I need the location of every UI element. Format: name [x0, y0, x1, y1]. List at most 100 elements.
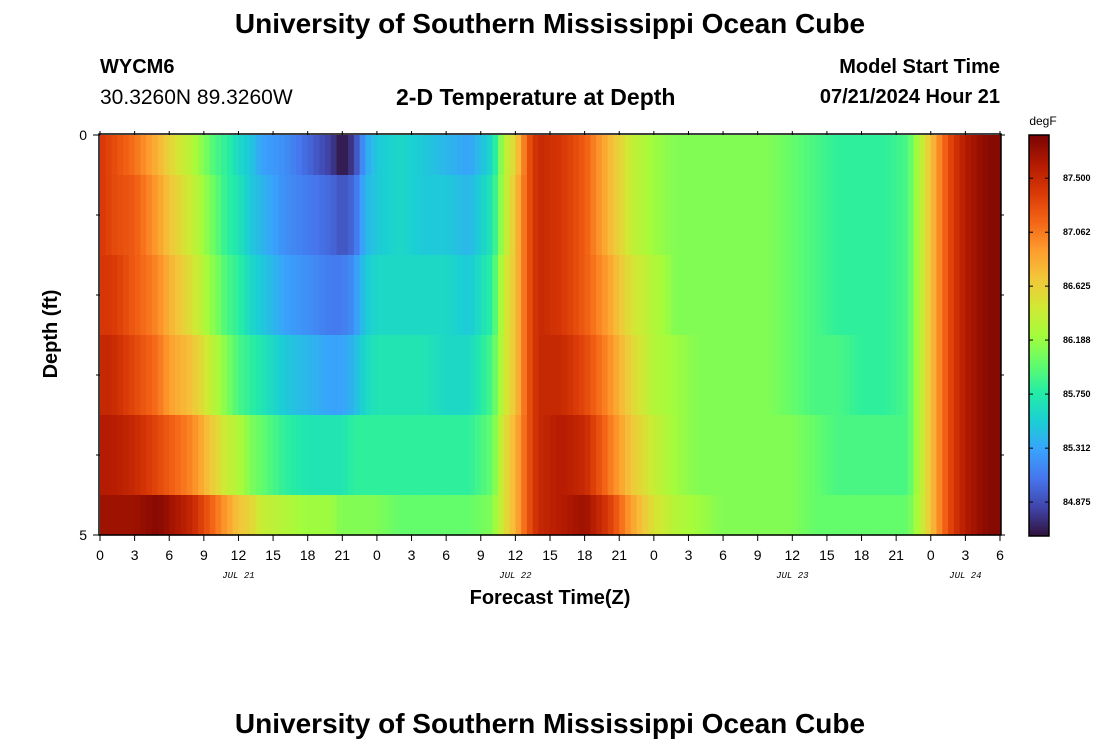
heatmap-cell — [359, 495, 366, 536]
heatmap-cell — [232, 335, 240, 416]
heatmap-cell — [711, 255, 718, 336]
heatmap-cell — [775, 175, 782, 256]
colorbar-tick-label: 87.500 — [1063, 173, 1091, 183]
heatmap-cell — [694, 415, 701, 496]
heatmap-cell — [307, 175, 315, 256]
heatmap-cell — [296, 495, 303, 536]
heatmap-cell — [290, 255, 297, 336]
heatmap-cell — [394, 135, 401, 176]
heatmap-cell — [411, 335, 418, 416]
heatmap-cell — [163, 135, 170, 176]
x-tick-label: 18 — [577, 547, 593, 563]
heatmap-cell — [238, 415, 245, 496]
heatmap-cell — [301, 175, 309, 256]
heatmap-cell — [244, 415, 251, 496]
heatmap-cell — [388, 135, 395, 176]
heatmap-cell — [267, 495, 274, 536]
heatmap-cell — [105, 335, 113, 416]
heatmap-cell — [953, 495, 961, 536]
heatmap-cell — [757, 255, 765, 336]
heatmap-cell — [584, 415, 591, 496]
heatmap-cell — [596, 135, 603, 176]
heatmap-cell — [261, 495, 268, 536]
heatmap-cell — [717, 135, 724, 176]
heatmap-cell — [711, 495, 718, 536]
heatmap-cell — [584, 135, 591, 176]
heatmap-cell — [250, 255, 257, 336]
heatmap-cell — [100, 415, 107, 496]
heatmap-cell — [440, 255, 447, 336]
heatmap-cell — [486, 175, 493, 256]
heatmap-cell — [936, 415, 943, 496]
heatmap-cell — [463, 415, 470, 496]
heatmap-cell — [613, 255, 620, 336]
heatmap-cell — [751, 415, 759, 496]
heatmap-cell — [919, 335, 926, 416]
heatmap-cell — [498, 415, 505, 496]
heatmap-cell — [763, 495, 770, 536]
heatmap-cell — [607, 495, 615, 536]
heatmap-cell — [769, 335, 776, 416]
heatmap-cell — [278, 415, 286, 496]
heatmap-cell — [740, 335, 747, 416]
heatmap-cell — [123, 135, 130, 176]
heatmap-cell — [221, 495, 228, 536]
heatmap-cell — [117, 495, 124, 536]
heatmap-cell — [682, 175, 690, 256]
heatmap-cell — [803, 495, 811, 536]
heatmap-cell — [590, 495, 597, 536]
heatmap-cell — [365, 255, 372, 336]
heatmap-cell — [821, 335, 828, 416]
heatmap-cell — [371, 135, 378, 176]
heatmap-cell — [971, 335, 978, 416]
heatmap-cell — [861, 175, 868, 256]
heatmap-cell — [901, 175, 909, 256]
heatmap-cell — [463, 135, 470, 176]
heatmap-cell — [538, 135, 545, 176]
heatmap-cell — [532, 135, 540, 176]
heatmap-cell — [417, 415, 424, 496]
heatmap-cell — [705, 255, 713, 336]
heatmap-cell — [976, 495, 984, 536]
heatmap-cell — [861, 255, 868, 336]
heatmap-cell — [273, 255, 280, 336]
heatmap-cell — [423, 335, 430, 416]
heatmap-cell — [780, 415, 788, 496]
heatmap-cell — [457, 335, 465, 416]
heatmap-cell — [376, 335, 384, 416]
heatmap-cell — [965, 175, 972, 256]
heatmap-cell — [296, 175, 303, 256]
heatmap-cell — [878, 175, 886, 256]
x-tick-label: 9 — [477, 547, 485, 563]
heatmap-cell — [676, 255, 684, 336]
heatmap-cell — [982, 255, 990, 336]
y-tick-label: 5 — [79, 527, 87, 543]
heatmap-cell — [469, 335, 476, 416]
heatmap-cell — [151, 495, 159, 536]
heatmap-cell — [890, 135, 897, 176]
x-tick-label: 18 — [854, 547, 870, 563]
heatmap-cell — [919, 255, 926, 336]
heatmap-cell — [826, 415, 834, 496]
heatmap-cell — [850, 335, 857, 416]
heatmap-cell — [394, 415, 401, 496]
heatmap-cell — [590, 135, 597, 176]
heatmap-cell — [255, 135, 263, 176]
heatmap-cell — [463, 175, 470, 256]
heatmap-cell — [198, 415, 205, 496]
heatmap-cell — [607, 335, 615, 416]
heatmap-cell — [913, 175, 920, 256]
heatmap-cell — [573, 415, 580, 496]
heatmap-cell — [371, 415, 378, 496]
heatmap-cell — [475, 135, 482, 176]
heatmap-cell — [596, 495, 603, 536]
heatmap-cell — [550, 415, 557, 496]
heatmap-cell — [267, 255, 274, 336]
heatmap-cell — [925, 255, 932, 336]
heatmap-cell — [809, 255, 816, 336]
heatmap-cell — [475, 255, 482, 336]
heatmap-cell — [861, 415, 868, 496]
heatmap-cell — [694, 135, 701, 176]
x-tick-label: 0 — [927, 547, 935, 563]
heatmap-cell — [648, 495, 655, 536]
